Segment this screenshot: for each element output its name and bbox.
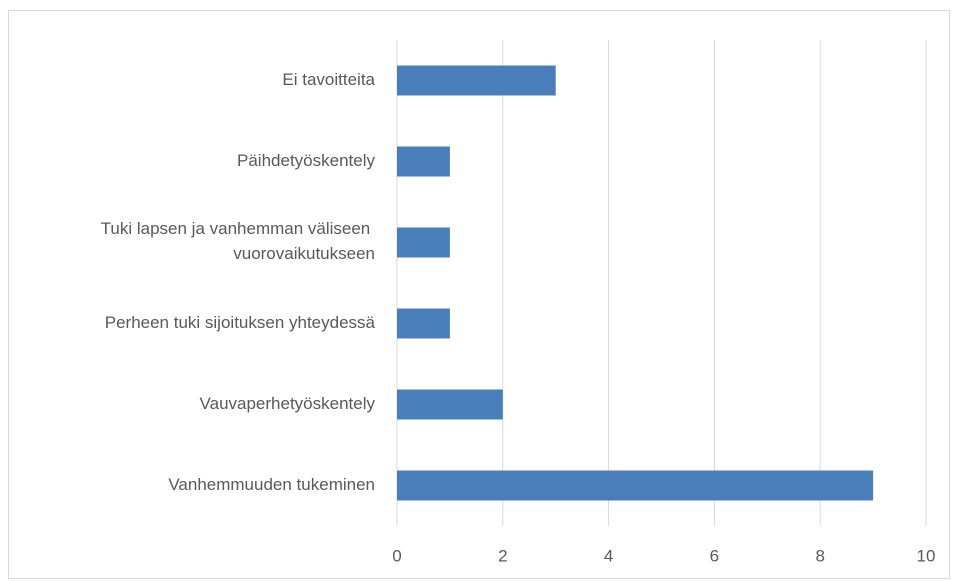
- x-tick-label: 0: [392, 546, 401, 565]
- y-tick-label: Tuki lapsen ja vanhemman väliseen vuorov…: [101, 219, 375, 263]
- bar: [397, 470, 874, 501]
- x-tick-label: 4: [604, 546, 613, 565]
- y-tick-label: Vanhemmuuden tukeminen: [168, 475, 375, 494]
- bar: [397, 308, 450, 339]
- y-tick-label: Perheen tuki sijoituksen yhteydessä: [105, 313, 376, 332]
- bar: [397, 227, 450, 258]
- bar: [397, 146, 450, 177]
- x-tick-label: 10: [917, 546, 936, 565]
- x-tick-label: 8: [815, 546, 824, 565]
- y-tick-label: Ei tavoitteita: [282, 70, 375, 89]
- y-tick-label: Vauvaperhetyöskentely: [200, 394, 376, 413]
- x-tick-label: 2: [498, 546, 507, 565]
- bar: [397, 65, 556, 96]
- x-tick-label: 6: [710, 546, 719, 565]
- y-tick-label: Päihdetyöskentely: [237, 151, 375, 170]
- bar: [397, 389, 503, 420]
